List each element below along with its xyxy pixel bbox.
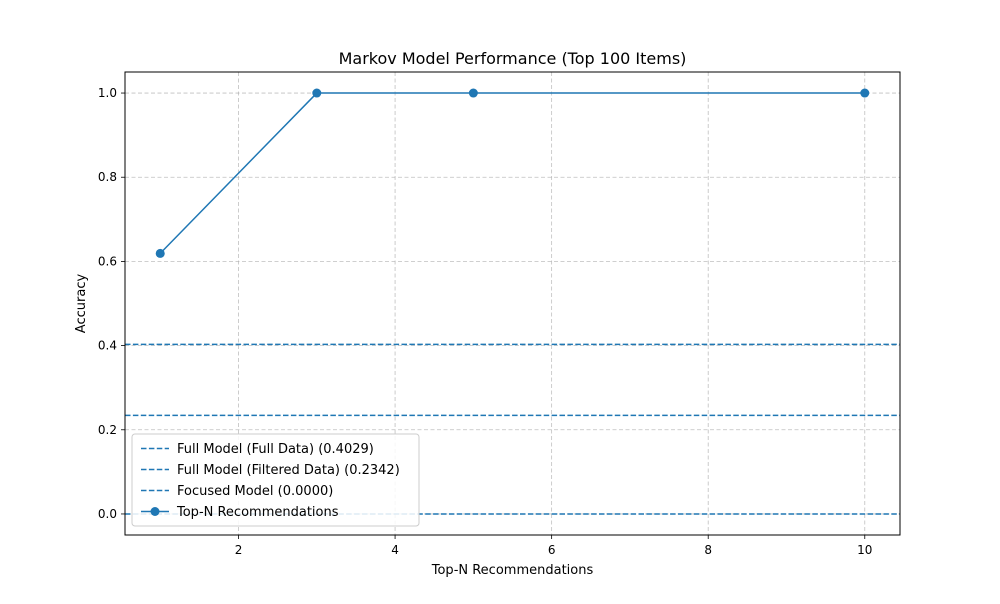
x-tick-label: 6 [548,543,556,557]
y-axis-ticks: 0.0 0.2 0.4 0.6 0.8 1.0 [98,86,125,521]
chart-title: Markov Model Performance (Top 100 Items) [339,49,687,68]
series [155,88,870,258]
data-point [155,248,165,258]
series-line [159,92,865,254]
x-axis-label: Top-N Recommendations [431,563,594,578]
legend-label: Full Model (Full Data) (0.4029) [177,442,374,457]
legend: Full Model (Full Data) (0.4029) Full Mode… [131,433,420,527]
legend-label: Full Model (Filtered Data) (0.2342) [177,463,400,478]
legend-label: Top-N Recommendations [176,505,339,520]
x-axis-ticks: 2 4 6 8 10 [235,535,872,557]
x-tick-label: 2 [235,543,243,557]
legend-swatch-marker [150,507,160,516]
y-tick-label: 0.2 [98,423,117,437]
y-tick-label: 0.8 [98,170,117,184]
y-tick-label: 1.0 [98,86,117,100]
y-tick-label: 0.4 [98,339,117,353]
x-tick-label: 4 [391,543,399,557]
data-point [860,88,870,98]
data-point [312,88,322,98]
plot-frame [124,71,901,536]
legend-box [131,433,420,527]
y-tick-label: 0.6 [98,254,117,268]
data-point [468,88,478,98]
legend-label: Focused Model (0.0000) [177,484,333,499]
x-tick-label: 8 [704,543,712,557]
y-axis-label: Accuracy [74,274,89,334]
y-tick-label: 0.0 [98,507,117,521]
x-tick-label: 10 [857,543,872,557]
